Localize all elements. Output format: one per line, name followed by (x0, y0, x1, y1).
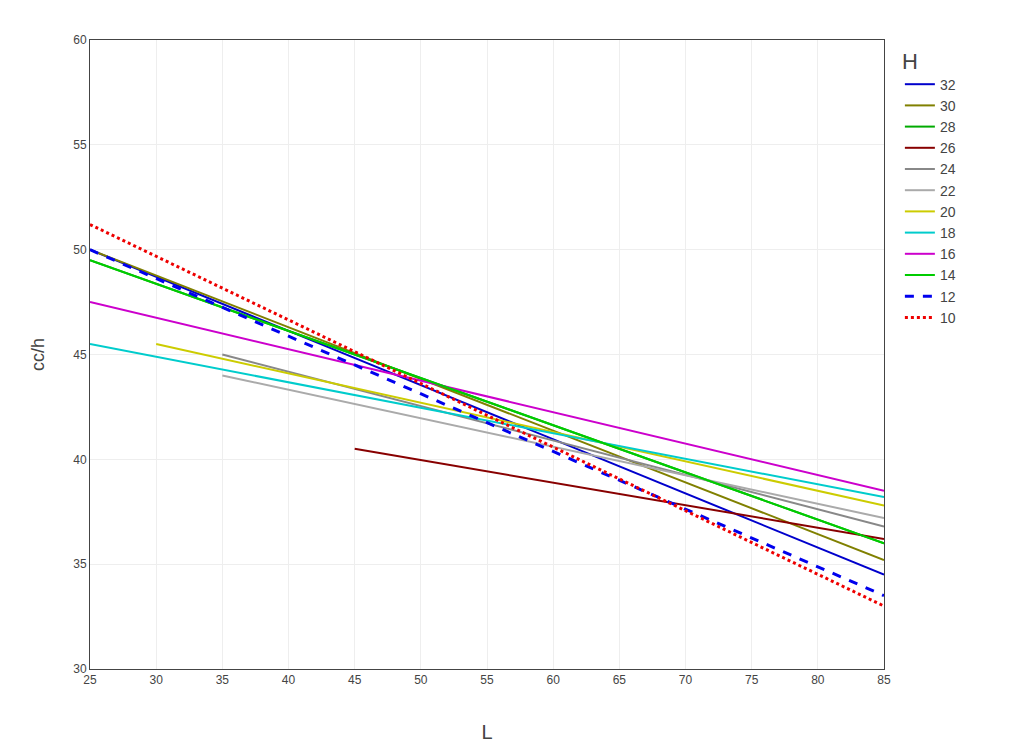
svg-text:55: 55 (480, 673, 494, 687)
svg-text:85: 85 (877, 673, 891, 687)
svg-text:32: 32 (940, 77, 956, 93)
svg-text:25: 25 (83, 673, 97, 687)
svg-text:H: H (902, 49, 918, 74)
svg-text:45: 45 (73, 348, 87, 362)
svg-text:40: 40 (73, 453, 87, 467)
svg-text:18: 18 (940, 225, 956, 241)
svg-text:75: 75 (745, 673, 759, 687)
svg-text:30: 30 (149, 673, 163, 687)
svg-text:cc/h: cc/h (28, 338, 48, 371)
svg-text:50: 50 (414, 673, 428, 687)
svg-text:40: 40 (282, 673, 296, 687)
svg-text:30: 30 (940, 98, 956, 114)
svg-text:16: 16 (940, 246, 956, 262)
svg-text:65: 65 (613, 673, 627, 687)
svg-text:80: 80 (811, 673, 825, 687)
svg-text:14: 14 (940, 267, 956, 283)
svg-text:24: 24 (940, 161, 956, 177)
svg-text:70: 70 (679, 673, 693, 687)
svg-text:35: 35 (73, 557, 87, 571)
svg-text:28: 28 (940, 119, 956, 135)
svg-text:20: 20 (940, 204, 956, 220)
svg-text:26: 26 (940, 140, 956, 156)
svg-text:10: 10 (940, 310, 956, 326)
svg-text:30: 30 (73, 662, 87, 676)
svg-text:22: 22 (940, 183, 956, 199)
svg-text:55: 55 (73, 138, 87, 152)
svg-text:45: 45 (348, 673, 362, 687)
svg-text:60: 60 (546, 673, 560, 687)
svg-text:60: 60 (73, 33, 87, 47)
svg-text:L: L (481, 721, 492, 743)
svg-text:50: 50 (73, 243, 87, 257)
svg-text:35: 35 (216, 673, 230, 687)
svg-text:12: 12 (940, 289, 956, 305)
